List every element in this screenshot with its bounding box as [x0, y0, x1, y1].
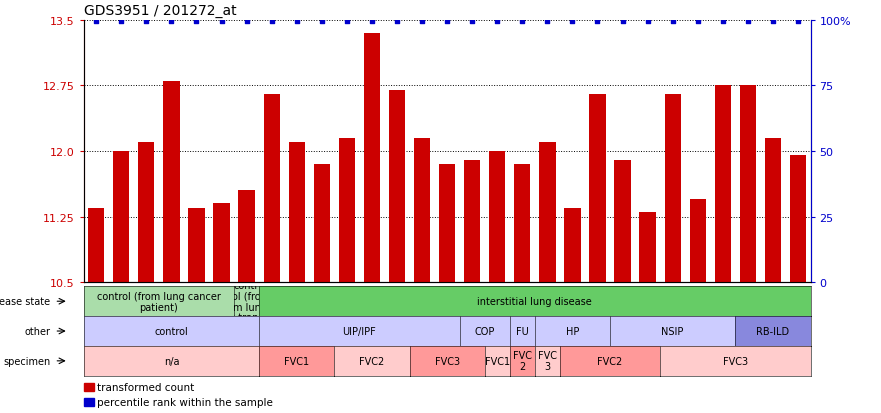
Bar: [589, 95, 605, 282]
Bar: [263, 95, 280, 282]
Point: [415, 19, 429, 25]
Point: [666, 19, 680, 25]
Text: FVC2: FVC2: [597, 356, 623, 366]
Text: NSIP: NSIP: [662, 326, 684, 336]
Bar: [664, 95, 681, 282]
Point: [240, 19, 254, 25]
Point: [139, 19, 153, 25]
Text: HP: HP: [566, 326, 579, 336]
Text: FVC1: FVC1: [485, 356, 510, 366]
Point: [365, 19, 379, 25]
Point: [465, 19, 479, 25]
Bar: [614, 160, 631, 282]
Text: percentile rank within the sample: percentile rank within the sample: [97, 397, 273, 407]
Bar: [640, 213, 655, 282]
Text: control (from lung cancer
patient): control (from lung cancer patient): [97, 291, 221, 312]
Point: [791, 19, 805, 25]
Text: control: control: [154, 326, 189, 336]
Text: FVC1: FVC1: [285, 356, 309, 366]
Point: [715, 19, 729, 25]
Bar: [289, 143, 305, 282]
Point: [315, 19, 329, 25]
Bar: [439, 165, 455, 282]
Bar: [515, 165, 530, 282]
Point: [89, 19, 103, 25]
Bar: [714, 86, 731, 282]
Text: other: other: [24, 326, 50, 336]
Text: RB-ILD: RB-ILD: [757, 326, 789, 336]
Bar: [84, 383, 94, 392]
Bar: [314, 165, 330, 282]
Point: [616, 19, 630, 25]
Bar: [138, 143, 154, 282]
Text: specimen: specimen: [3, 356, 50, 366]
Bar: [414, 138, 430, 282]
Bar: [84, 398, 94, 406]
Point: [640, 19, 655, 25]
Text: n/a: n/a: [164, 356, 179, 366]
Point: [515, 19, 529, 25]
Text: FVC3: FVC3: [722, 356, 748, 366]
Point: [691, 19, 705, 25]
Point: [115, 19, 129, 25]
Bar: [690, 199, 706, 282]
Text: FVC
3: FVC 3: [538, 351, 557, 371]
Text: interstitial lung disease: interstitial lung disease: [478, 297, 592, 306]
Bar: [113, 152, 130, 282]
Point: [340, 19, 354, 25]
Bar: [189, 208, 204, 282]
Text: GDS3951 / 201272_at: GDS3951 / 201272_at: [84, 4, 236, 18]
Bar: [88, 208, 104, 282]
Text: COP: COP: [475, 326, 495, 336]
Bar: [740, 86, 756, 282]
Bar: [364, 34, 380, 282]
Bar: [564, 208, 581, 282]
Point: [440, 19, 454, 25]
Point: [741, 19, 755, 25]
Text: FVC
2: FVC 2: [513, 351, 532, 371]
Point: [590, 19, 604, 25]
Bar: [464, 160, 480, 282]
Point: [766, 19, 780, 25]
Text: UIP/IPF: UIP/IPF: [343, 326, 376, 336]
Bar: [239, 191, 255, 282]
Bar: [765, 138, 781, 282]
Text: contr
ol (fro
m lun
g trans: contr ol (fro m lun g trans: [229, 280, 263, 323]
Point: [264, 19, 278, 25]
Bar: [338, 138, 355, 282]
Bar: [790, 156, 806, 282]
Bar: [163, 82, 180, 282]
Text: FU: FU: [516, 326, 529, 336]
Text: disease state: disease state: [0, 297, 50, 306]
Point: [490, 19, 504, 25]
Point: [165, 19, 179, 25]
Point: [214, 19, 228, 25]
Point: [189, 19, 204, 25]
Text: FVC2: FVC2: [359, 356, 384, 366]
Point: [566, 19, 580, 25]
Point: [540, 19, 554, 25]
Text: transformed count: transformed count: [97, 382, 194, 392]
Point: [290, 19, 304, 25]
Bar: [489, 152, 506, 282]
Text: FVC3: FVC3: [434, 356, 460, 366]
Point: [390, 19, 404, 25]
Bar: [539, 143, 556, 282]
Bar: [389, 90, 405, 282]
Bar: [213, 204, 230, 282]
